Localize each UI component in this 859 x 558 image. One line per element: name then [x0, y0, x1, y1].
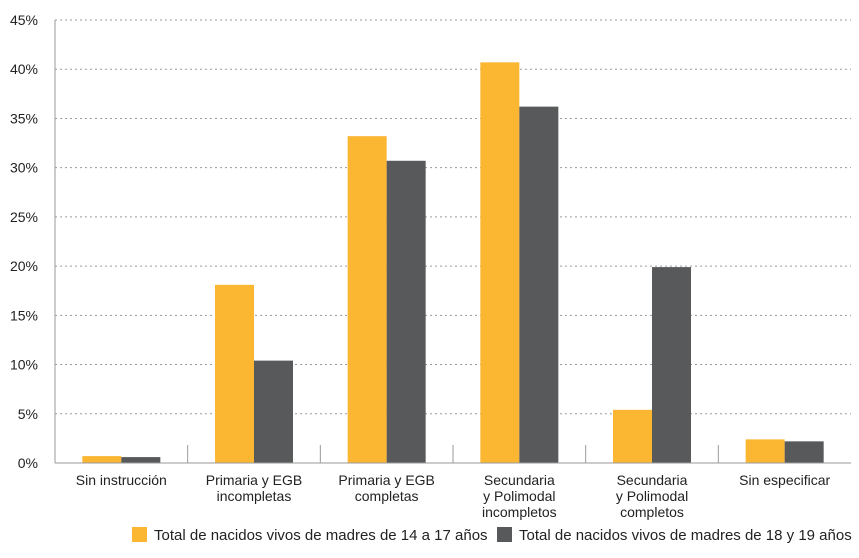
- y-tick-label: 0%: [18, 455, 38, 471]
- legend-label: Total de nacidos vivos de madres de 18 y…: [519, 527, 852, 544]
- x-category-label: Primaria y EGB incompletas: [206, 472, 302, 504]
- x-category-label: Secundaria y Polimodal incompletos: [482, 472, 557, 520]
- bar-series-1: [82, 456, 122, 463]
- y-tick-label: 20%: [10, 258, 38, 274]
- y-tick-label: 30%: [10, 160, 38, 176]
- bar-series-1: [215, 284, 254, 463]
- y-tick-label: 40%: [10, 61, 38, 77]
- bar-series-2: [121, 457, 161, 463]
- bar-series-1: [347, 136, 387, 464]
- y-tick-label: 35%: [10, 110, 38, 126]
- bar-series-2: [519, 106, 559, 464]
- x-category-label: Secundaria y Polimodal completos: [616, 472, 688, 520]
- y-tick-label: 10%: [10, 357, 38, 373]
- bar-series-1: [613, 409, 652, 463]
- legend-swatch: [497, 527, 512, 542]
- y-tick-label: 15%: [10, 307, 38, 323]
- bar-series-2: [784, 441, 824, 463]
- bars: [82, 62, 824, 464]
- category-labels: Sin instrucción Primaria y EGB incompletas…: [76, 472, 831, 520]
- x-axis: [54, 20, 851, 464]
- legend: Total de nacidos vivos de madres de 14 a…: [132, 527, 852, 544]
- y-axis-tick-labels: 0% 5% 10% 15% 20% 25% 30% 35% 40% 45%: [10, 12, 38, 471]
- legend-swatch: [132, 527, 147, 542]
- bar-series-1: [745, 439, 785, 463]
- legend-label: Total de nacidos vivos de madres de 14 a…: [154, 527, 488, 544]
- bar-series-1: [480, 62, 520, 463]
- bar-series-2: [386, 160, 426, 463]
- x-category-label: Sin especificar: [739, 472, 830, 488]
- x-category-label: Primaria y EGB completas: [338, 472, 434, 504]
- x-category-label: Sin instrucción: [76, 472, 167, 488]
- y-tick-label: 5%: [18, 406, 38, 422]
- bar-series-2: [652, 267, 691, 463]
- bar-series-2: [254, 360, 293, 463]
- gridlines: [55, 19, 851, 415]
- y-tick-label: 25%: [10, 209, 38, 225]
- y-tick-label: 45%: [10, 12, 38, 28]
